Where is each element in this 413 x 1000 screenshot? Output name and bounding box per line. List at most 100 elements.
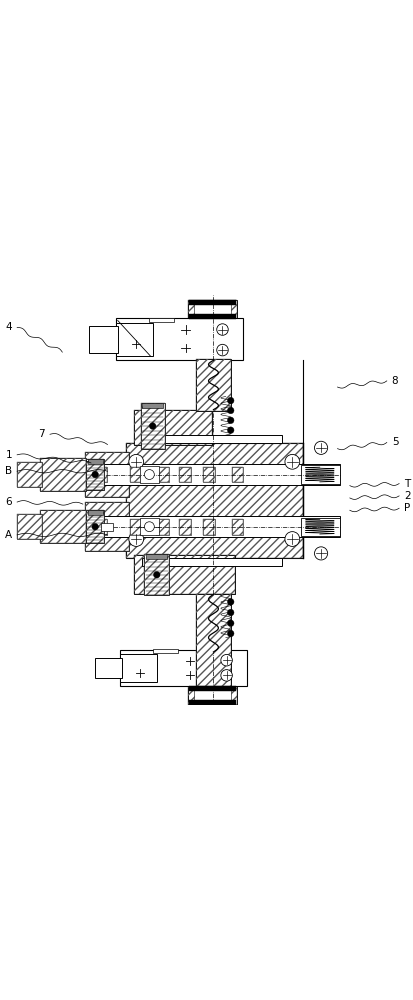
Bar [130, 519, 142, 535]
Bar [134, 410, 212, 445]
Bar [194, 302, 231, 317]
Bar [179, 467, 191, 482]
Bar [89, 326, 118, 353]
Bar [126, 443, 303, 558]
Bar [89, 516, 339, 537]
Bar [196, 359, 231, 411]
Bar [91, 519, 107, 535]
Bar [188, 300, 237, 319]
Bar [40, 458, 86, 491]
Text: 6: 6 [5, 497, 12, 507]
Bar [85, 452, 129, 497]
Bar [232, 519, 243, 535]
Bar [141, 403, 165, 449]
Bar [126, 443, 303, 558]
Text: 8: 8 [392, 376, 399, 386]
Circle shape [228, 620, 234, 627]
Bar [203, 519, 215, 535]
Bar [85, 502, 129, 551]
Bar [203, 467, 215, 482]
Bar [86, 510, 104, 543]
Bar [40, 510, 86, 543]
Text: 4: 4 [5, 322, 12, 332]
Bar [179, 467, 191, 482]
Bar [156, 519, 169, 535]
Bar [140, 466, 159, 483]
Bar [120, 654, 157, 682]
Bar [203, 467, 215, 482]
Bar [194, 688, 231, 703]
Circle shape [285, 532, 300, 546]
Text: P: P [404, 503, 410, 513]
Bar [146, 554, 167, 559]
Circle shape [150, 423, 156, 429]
Bar [142, 558, 282, 566]
Bar [88, 510, 103, 515]
Text: 2: 2 [404, 491, 411, 501]
Circle shape [228, 609, 234, 616]
Bar [203, 519, 215, 535]
Bar [179, 519, 191, 535]
Bar [116, 318, 243, 360]
Bar [232, 519, 243, 535]
Bar [91, 467, 107, 482]
Bar [188, 300, 237, 319]
Circle shape [228, 397, 234, 404]
Bar [189, 314, 236, 319]
Bar [17, 514, 42, 539]
Text: B: B [5, 466, 12, 476]
Bar [156, 467, 169, 482]
Bar [88, 459, 103, 464]
Bar [189, 686, 236, 691]
Circle shape [92, 471, 98, 478]
Bar [130, 467, 142, 482]
Bar [145, 554, 169, 595]
Bar [17, 462, 42, 487]
Bar [140, 518, 159, 535]
Circle shape [228, 407, 234, 414]
Bar [141, 403, 165, 449]
Bar [91, 467, 107, 482]
Bar [145, 554, 169, 595]
Circle shape [315, 441, 328, 454]
Bar [142, 403, 163, 408]
Bar [196, 594, 231, 686]
Bar [188, 686, 237, 705]
Bar [130, 519, 142, 535]
Circle shape [228, 427, 234, 433]
Bar [116, 323, 153, 356]
Bar [120, 650, 247, 686]
Circle shape [217, 324, 228, 335]
Circle shape [154, 571, 160, 578]
Bar [86, 510, 104, 543]
Circle shape [92, 523, 98, 530]
Text: 1: 1 [5, 450, 12, 460]
Text: A: A [5, 530, 12, 540]
Bar [142, 435, 282, 443]
Bar [85, 452, 129, 497]
Bar [301, 518, 339, 536]
Bar [40, 458, 86, 491]
Bar [188, 686, 237, 705]
Circle shape [129, 454, 144, 469]
Bar [189, 700, 236, 705]
Text: T: T [404, 479, 410, 489]
Bar [86, 459, 104, 490]
Bar [95, 658, 122, 678]
Bar [17, 462, 42, 487]
Circle shape [285, 454, 300, 469]
Circle shape [221, 670, 233, 681]
Text: 7: 7 [38, 429, 45, 439]
Bar [189, 300, 236, 305]
Bar [134, 555, 235, 594]
Bar [179, 519, 191, 535]
Bar [40, 510, 86, 543]
Bar [91, 519, 107, 535]
Bar [153, 649, 178, 653]
Bar [85, 502, 129, 551]
Bar [89, 464, 339, 485]
Circle shape [129, 532, 144, 546]
Bar [130, 467, 142, 482]
Circle shape [315, 547, 328, 560]
Bar [156, 519, 169, 535]
